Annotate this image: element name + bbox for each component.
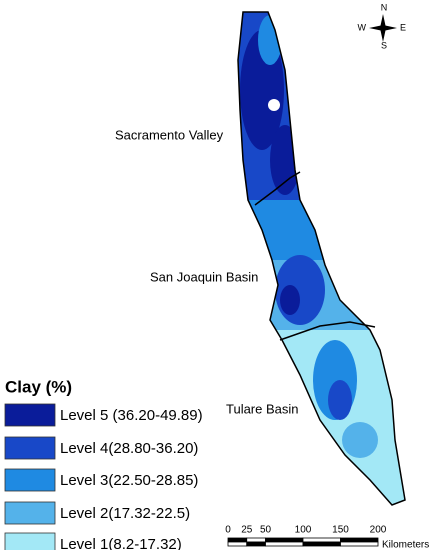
scale-tick-label: 150 [332,525,349,536]
scale-tick-label: 50 [260,525,272,536]
scale-bar: 0 25 50 100 150 200 Kilometers [225,525,429,550]
scale-segment [265,541,304,547]
compass-south: S [381,40,387,50]
legend-label: Level 3(22.50-28.85) [60,472,198,489]
region-boundary [279,321,376,341]
legend-swatch [4,436,56,460]
legend-swatch [4,403,56,427]
region-label: San Joaquin Basin [150,269,258,284]
scale-segment [340,537,379,543]
legend-label: Level 2(17.32-22.5) [60,505,190,522]
scale-segment [246,541,266,547]
scale-tick-label: 200 [370,525,387,536]
legend-swatch [4,468,56,492]
valley-outline [237,11,406,506]
region-label: Tulare Basin [226,401,299,416]
scale-unit: Kilometers [382,540,429,550]
scale-segment [302,541,341,547]
legend-label: Level 4(28.80-36.20) [60,440,198,457]
scale-tick-label: 0 [225,525,231,536]
scale-segment [340,541,379,547]
legend-swatch [4,501,56,525]
legend-title: Clay (%) [5,377,72,396]
legend-label: Level 1(8.2-17.32) [60,536,182,550]
valley-fill [238,12,405,505]
legend-label: Level 5 (36.20-49.89) [60,407,203,424]
scale-segment [302,537,341,543]
compass-west: W [358,22,367,32]
compass-north: N [381,2,388,12]
compass: N S E W [358,2,407,50]
scale-segment [227,537,248,543]
scale-tick-label: 100 [295,525,312,536]
scale-segment [227,541,248,547]
legend: Level 5 (36.20-49.89) Level 4(28.80-36.20… [4,403,203,550]
legend-swatch [4,532,56,550]
compass-east: E [400,22,406,32]
scale-segment [246,537,266,543]
scale-segment [265,537,304,543]
region-boundary [254,171,301,206]
region-label: Sacramento Valley [115,127,224,142]
scale-tick-label: 25 [241,525,253,536]
